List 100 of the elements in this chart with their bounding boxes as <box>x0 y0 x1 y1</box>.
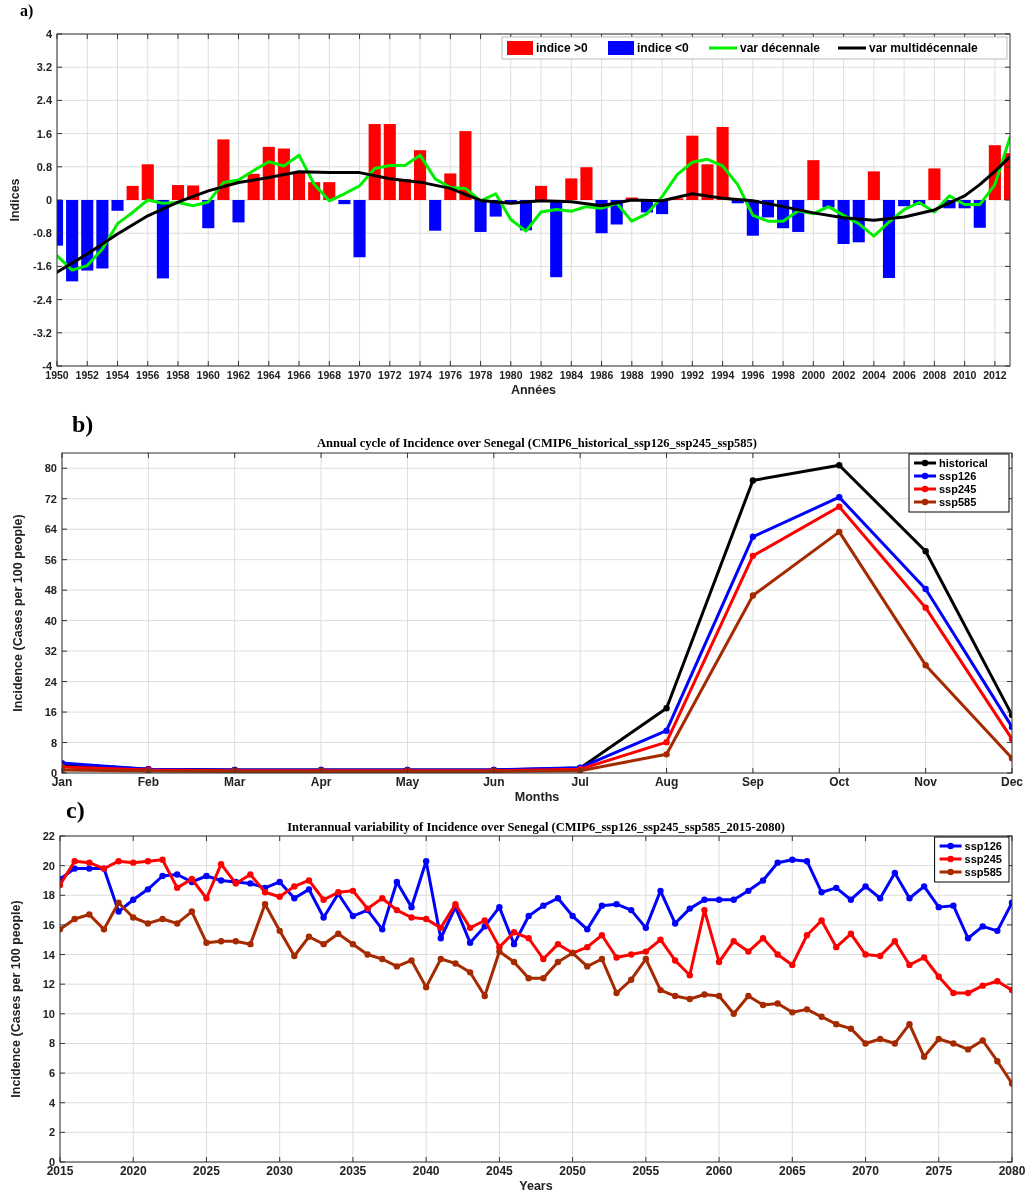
y-tick-label: 56 <box>44 553 57 566</box>
x-tick-label: 2055 <box>632 1164 660 1178</box>
x-axis-title: Months <box>514 790 560 804</box>
x-tick-label: 1992 <box>680 369 705 381</box>
x-tick-label: 1996 <box>741 369 765 381</box>
point <box>749 533 757 541</box>
y-tick-label: 8 <box>50 736 57 749</box>
x-tick-label: 1978 <box>468 369 493 381</box>
chart-title: Annual cycle of Incidence over Senegal (CMIP6_historical_ssp126_ssp245_ssp585) <box>316 436 758 450</box>
x-tick-label: Jun <box>483 775 505 789</box>
x-tick-label: 1994 <box>710 369 735 381</box>
x-tick-label: 1956 <box>136 369 160 381</box>
y-tick-label: 72 <box>44 492 57 505</box>
point <box>663 727 670 734</box>
y-tick-label: -2.4 <box>33 293 53 306</box>
x-tick-label: Sep <box>741 775 764 789</box>
point <box>663 751 670 758</box>
x-tick-label: 1952 <box>75 369 100 381</box>
legend-label: indice >0 <box>536 41 589 55</box>
y-tick-label: 22 <box>42 830 55 842</box>
bar <box>580 167 593 200</box>
y-tick-label: 2.4 <box>36 94 53 107</box>
x-tick-label: 2006 <box>892 369 916 381</box>
bar <box>535 185 548 200</box>
y-tick-label: 48 <box>44 584 57 597</box>
point <box>922 661 929 669</box>
x-tick-label: 1970 <box>347 369 372 381</box>
y-tick-label: 24 <box>44 675 58 688</box>
point <box>922 585 929 593</box>
x-tick-label: 2035 <box>339 1164 367 1178</box>
x-tick-label: Feb <box>137 775 160 789</box>
x-tick-label: 2000 <box>801 369 826 381</box>
bar <box>565 178 578 200</box>
bar <box>882 200 896 279</box>
bar <box>111 200 124 211</box>
line-series <box>57 155 1010 274</box>
x-tick-label: 2025 <box>193 1164 221 1178</box>
x-tick-label: 1964 <box>257 369 281 381</box>
point <box>749 592 757 599</box>
x-tick-label: Oct <box>829 775 850 789</box>
y-tick-label: 0.8 <box>36 160 52 173</box>
legend-label: ssp245 <box>964 853 1002 865</box>
x-tick-label: 2075 <box>925 1164 953 1178</box>
x-tick-label: Dec <box>1000 775 1024 789</box>
bar <box>126 185 139 200</box>
x-axis-title: Years <box>519 1179 553 1193</box>
y-tick-label: 0 <box>45 194 52 206</box>
x-tick-label: 1990 <box>650 369 674 381</box>
y-tick-label: 6 <box>48 1067 55 1080</box>
bar <box>141 164 154 200</box>
legend-label: ssp585 <box>964 866 1002 878</box>
x-tick-label: 2045 <box>486 1164 514 1178</box>
y-tick-label: -4 <box>42 360 53 372</box>
x-tick-label: 1966 <box>287 369 311 381</box>
x-tick-label: 2080 <box>998 1164 1026 1178</box>
bar <box>202 200 215 229</box>
chart-title: Interannual variability of Incidence over Senegal (CMIP6_ssp126_ssp245_ssp585_2015-2080) <box>287 820 785 834</box>
x-tick-label: 1960 <box>196 369 221 381</box>
x-tick-label: 2065 <box>778 1164 806 1178</box>
y-tick-label: 3.2 <box>36 61 52 74</box>
y-tick-label: 18 <box>42 889 55 902</box>
legend-label: ssp245 <box>939 483 977 495</box>
x-tick-label: Mar <box>224 775 246 789</box>
x-tick-label: 2010 <box>952 369 977 381</box>
point <box>663 705 670 712</box>
bar <box>171 185 185 200</box>
point <box>836 461 843 469</box>
bar <box>232 200 245 223</box>
bar <box>928 168 941 200</box>
bar <box>338 200 351 205</box>
x-tick-label: 2060 <box>705 1164 733 1178</box>
x-tick-label: Nov <box>914 775 938 789</box>
x-tick-label: 2020 <box>119 1164 147 1178</box>
y-tick-label: -3.2 <box>33 326 52 339</box>
x-tick-label: 2030 <box>266 1164 294 1178</box>
x-tick-label: 2070 <box>852 1164 880 1178</box>
x-tick-label: 1950 <box>45 369 69 381</box>
legend-label: var multidécennale <box>869 41 979 55</box>
y-axis-title: Indices <box>8 178 22 222</box>
x-tick-label: 1958 <box>166 369 190 381</box>
x-tick-label: 1972 <box>378 369 402 381</box>
point <box>836 493 843 501</box>
y-tick-label: 12 <box>42 978 55 991</box>
x-tick-label: 2004 <box>862 369 886 381</box>
x-tick-label: 1986 <box>589 369 614 381</box>
y-tick-label: 16 <box>42 918 55 931</box>
y-tick-label: 1.6 <box>36 127 52 140</box>
x-tick-label: 2050 <box>559 1164 587 1178</box>
y-tick-label: -1.6 <box>33 260 52 273</box>
legend-label: ssp126 <box>964 840 1002 852</box>
bar <box>898 200 911 207</box>
text: a) <box>20 2 34 20</box>
x-tick-label: Apr <box>310 775 332 789</box>
y-axis-title: Incidence (Cases per 100 people) <box>9 900 23 1098</box>
bar <box>368 124 381 200</box>
y-tick-label: 4 <box>45 28 53 40</box>
bar <box>867 171 880 200</box>
bar <box>383 124 396 200</box>
bar <box>353 200 366 258</box>
y-tick-label: 80 <box>44 462 57 475</box>
